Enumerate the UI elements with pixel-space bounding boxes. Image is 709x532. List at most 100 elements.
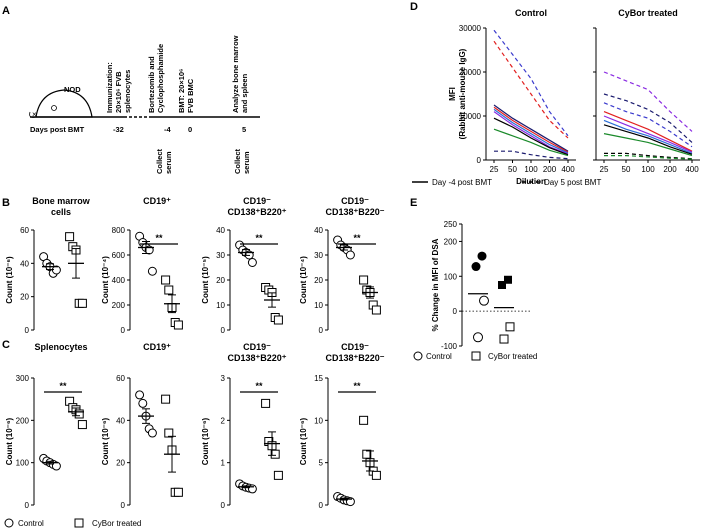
data-point-cybor: [359, 275, 369, 285]
y-tick-label: 800: [112, 226, 126, 235]
legend-control-marker: [4, 518, 14, 528]
mouse-icon: ×: [29, 89, 93, 119]
y-tick-label: 40: [216, 226, 225, 235]
data-point-control: [247, 258, 257, 267]
y-tick-label: 1: [221, 459, 226, 468]
chart-title: CD19⁻: [243, 342, 271, 352]
chart-title: CD19⁻: [341, 196, 369, 206]
panel-letter-a: A: [2, 5, 10, 17]
tick-minus-4: -4: [164, 125, 171, 134]
y-axis-label-line: (Rabbit anti-mouse IgG): [458, 48, 467, 139]
series-line: [493, 108, 569, 154]
y-tick-label: 30000: [459, 24, 482, 33]
chart-title: CD19⁺: [143, 342, 171, 352]
significance-label: **: [353, 233, 361, 243]
y-tick-label: 30: [216, 251, 225, 260]
significance-label: **: [155, 233, 163, 243]
legend-e-cybor-label: CyBor treated: [488, 352, 537, 361]
panel-letter-c: C: [2, 339, 10, 351]
data-point-cybor: [359, 415, 369, 425]
chart-title: CD138⁺B220⁻: [325, 207, 384, 217]
y-tick-label: 100: [16, 459, 30, 468]
chart-C3: CD19⁻CD138⁺B220⁺ 0 1 2 3 Count (10⁻⁶) **: [201, 342, 287, 510]
data-point-cybor: [173, 487, 183, 497]
data-point-cybor: [77, 298, 87, 308]
y-tick-label: 100: [444, 272, 458, 281]
y-tick-label: 0: [221, 501, 226, 510]
svg-text:Bortezomib and: Bortezomib and: [147, 56, 156, 113]
data-point-cybor: [164, 428, 174, 438]
y-tick-label: -100: [441, 342, 458, 351]
series-line: [493, 104, 569, 152]
y-tick-label: 20: [20, 293, 29, 302]
y-tick-label: 60: [116, 374, 125, 383]
svg-text:splenocytes: splenocytes: [123, 70, 132, 113]
y-tick-label: 40: [314, 226, 323, 235]
panel-letter-e: E: [410, 197, 417, 209]
chart-title: CD19⁻: [243, 196, 271, 206]
y-tick-label: 5: [319, 459, 324, 468]
chart-title: CD138⁺B220⁺: [227, 207, 286, 217]
data-point-control: [135, 390, 145, 400]
y-tick-label: 0: [319, 501, 324, 510]
days-post-bmt-label: Days post BMT: [30, 125, 85, 134]
data-point-cybor: [74, 409, 84, 419]
y-axis-label-line: MFI: [448, 87, 457, 101]
data-point-control: [147, 428, 157, 438]
svg-text:×: ×: [32, 110, 37, 119]
y-tick-label: 40: [20, 259, 29, 268]
y-tick-label: 10000: [459, 112, 482, 121]
y-axis-label: Count (10⁻⁴): [101, 256, 110, 304]
y-tick-label: 30: [314, 251, 323, 260]
chart-title: CD138⁺B220⁺: [227, 353, 286, 363]
chart-C1: Splenocytes 0 100 200 300 Count (10⁻⁶) **: [5, 342, 88, 510]
svg-text:Collect: Collect: [155, 148, 164, 174]
legend-label-day-5: Day 5 post BMT: [544, 178, 601, 187]
svg-text:serum: serum: [242, 151, 251, 174]
data-point-control-open: [473, 332, 483, 343]
y-tick-label: 200: [112, 301, 126, 310]
chart-B4: CD19⁻CD138⁺B220⁻ 0 10 20 30 40 Count (10⁻⁴) **: [299, 196, 385, 335]
series-line: [493, 117, 569, 156]
svg-text:FVB BMC: FVB BMC: [186, 78, 195, 113]
series-line: [603, 93, 693, 143]
significance-label: **: [255, 381, 263, 391]
series-line: [603, 102, 693, 148]
svg-text:serum: serum: [164, 151, 173, 174]
y-tick-label: 20: [314, 276, 323, 285]
panel-letter-b: B: [2, 197, 10, 209]
series-line: [604, 155, 693, 160]
data-point-cybor: [173, 320, 183, 330]
y-tick-label: 200: [16, 416, 30, 425]
data-point-cybor: [77, 420, 87, 430]
chart-title: cells: [51, 207, 71, 217]
data-point-cybor: [261, 398, 271, 408]
x-tick-label: 400: [561, 165, 575, 174]
y-tick-label: 200: [444, 237, 458, 246]
tick-0: 0: [188, 125, 192, 134]
x-tick-label: 50: [622, 165, 631, 174]
y-axis-label: Count (10⁻⁶): [101, 417, 110, 465]
data-point-cybor: [161, 275, 171, 285]
subpanel-title: Control: [515, 8, 547, 18]
chart-title: CD19⁻: [341, 342, 369, 352]
y-tick-label: 0: [25, 326, 30, 335]
significance-label: **: [59, 381, 67, 391]
y-tick-label: 0: [319, 326, 324, 335]
svg-text:20×10⁶ FVB: 20×10⁶ FVB: [114, 71, 123, 113]
y-tick-label: 2: [221, 416, 226, 425]
chart-B3: CD19⁻CD138⁺B220⁺ 0 10 20 30 40 Count (10⁻⁵) **: [201, 196, 287, 335]
data-point-cybor: [273, 315, 283, 325]
line-subpanel-control: Control 25 50 100 200 400 0 10000 20000 30000: [459, 8, 576, 174]
svg-text:Cyclophosphamide: Cyclophosphamide: [156, 44, 165, 113]
subpanel-title: CyBor treated: [618, 8, 678, 18]
svg-text:Collect: Collect: [233, 148, 242, 174]
data-point-cybor: [273, 470, 283, 480]
y-axis-label: Count (10⁻⁶): [201, 417, 210, 465]
tick-5: 5: [242, 125, 246, 134]
data-point-control: [138, 398, 148, 408]
y-tick-label: 10: [314, 416, 323, 425]
series-line: [493, 106, 569, 153]
